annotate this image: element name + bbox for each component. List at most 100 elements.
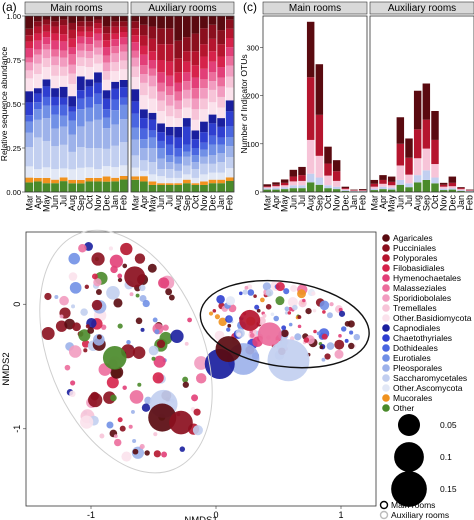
bar-segment-c <box>396 179 405 185</box>
bar-segment-a <box>182 37 191 52</box>
scatter-point-highlight <box>102 345 127 370</box>
bar-segment-a <box>94 33 102 41</box>
bar-segment-a <box>94 181 102 192</box>
bar-segment-a <box>33 26 42 34</box>
bar-segment-a <box>165 61 174 76</box>
bar-segment-a <box>131 76 140 90</box>
scatter-point-main <box>44 292 52 301</box>
bar-segment-a <box>51 40 59 50</box>
bar-segment-c <box>298 185 306 189</box>
scatter-point-main <box>121 451 132 462</box>
bar-segment-a <box>42 49 51 59</box>
bar-segment-a <box>165 183 174 185</box>
bar-segment-a <box>148 68 157 76</box>
bar-segment-a <box>119 119 128 143</box>
scatter-point-main <box>106 286 120 300</box>
bar-segment-a <box>174 170 183 178</box>
bar-segment-c <box>439 186 448 189</box>
bar-segment-a <box>139 74 148 83</box>
bar-segment-c <box>457 191 465 192</box>
scatter-point-main <box>72 322 81 332</box>
bar-segment-a <box>51 88 59 97</box>
bar-segment-a <box>131 21 140 29</box>
bar-segment-a <box>76 36 85 44</box>
bar-segment-c <box>289 188 298 192</box>
bar-segment-a <box>102 71 111 80</box>
bar-segment-c <box>431 177 439 184</box>
bar-segment-c <box>289 169 298 177</box>
bar-segment-c <box>332 160 341 172</box>
scatter-point-main <box>69 390 76 398</box>
bar-segment-a <box>102 47 111 56</box>
bar-segment-a <box>76 147 85 168</box>
bar-segment-a <box>68 120 77 135</box>
bar-segment-a <box>157 169 165 177</box>
bar-segment-a <box>102 62 111 72</box>
bar-segment-c <box>306 77 315 140</box>
bar-segment-a <box>200 68 208 80</box>
bar-segment-c <box>315 64 324 115</box>
x-tick-label-a: Jul <box>59 195 69 207</box>
bar-segment-a <box>200 174 208 182</box>
bar-segment-c <box>324 188 332 192</box>
bar-segment-a <box>217 86 226 97</box>
y-tick-label-c: 100 <box>246 140 259 149</box>
bar-segment-a <box>139 65 148 75</box>
bar-segment-a <box>59 34 68 42</box>
bar-segment-c <box>439 182 448 185</box>
legend-swatch-tremellales <box>382 304 390 312</box>
bar-segment-a <box>191 177 200 184</box>
x-tick-label-a: Nov <box>93 195 103 212</box>
scatter-point-main <box>179 446 186 452</box>
bar-segment-a <box>157 183 165 185</box>
bar-segment-a <box>94 63 102 73</box>
bar-segment-a <box>165 184 174 192</box>
bar-segment-c <box>341 190 350 192</box>
bar-segment-a <box>157 100 165 112</box>
bar-segment-a <box>225 181 234 192</box>
bar-segment-c <box>413 175 422 183</box>
scatter-points-b <box>41 242 360 462</box>
scatter-point-main <box>142 299 150 308</box>
legend-swatch-polyporales <box>382 254 390 262</box>
bar-segment-c <box>413 158 422 176</box>
bar-segment-c <box>405 174 413 184</box>
bar-segment-a <box>85 51 94 59</box>
panel-label-c: (c) <box>243 0 257 14</box>
scatter-point-aux <box>260 297 265 303</box>
y-tick-label-a: 0.50 <box>6 100 21 109</box>
bar-segment-a <box>208 24 217 39</box>
bar-segment-a <box>200 184 208 192</box>
bar-segment-a <box>25 91 34 103</box>
bar-segment-a <box>148 184 157 192</box>
scatter-point-main <box>117 323 123 329</box>
bar-segment-a <box>182 72 191 82</box>
bar-segment-a <box>59 16 68 20</box>
bar-segment-a <box>225 126 234 137</box>
scatter-point-main <box>170 329 184 343</box>
bar-segment-a <box>165 16 174 29</box>
bar-segment-a <box>85 26 94 32</box>
bar-segment-a <box>174 40 183 59</box>
bar-segment-a <box>76 31 85 37</box>
scatter-point-aux <box>349 330 354 335</box>
bar-segment-a <box>131 50 140 58</box>
bar-segment-a <box>139 82 148 96</box>
bar-segment-a <box>25 102 34 116</box>
x-tick-label-a: Dec <box>102 195 112 212</box>
legend-label: Sporidiobolales <box>393 293 451 303</box>
bar-segment-a <box>131 167 140 177</box>
bar-segment-c <box>315 155 324 178</box>
size-legend-circle <box>391 471 427 507</box>
scatter-point-aux <box>321 357 326 362</box>
bar-segment-c <box>405 183 413 188</box>
bar-segment-a <box>42 86 51 97</box>
bar-segment-c <box>306 173 315 183</box>
bar-segment-a <box>165 135 174 145</box>
scatter-point-aux <box>322 310 326 314</box>
bar-segment-c <box>298 188 306 192</box>
bar-segment-a <box>165 144 174 156</box>
y-tick-label-a: 0.75 <box>6 56 21 65</box>
scatter-point-main <box>80 308 88 316</box>
bar-segment-a <box>68 22 77 30</box>
